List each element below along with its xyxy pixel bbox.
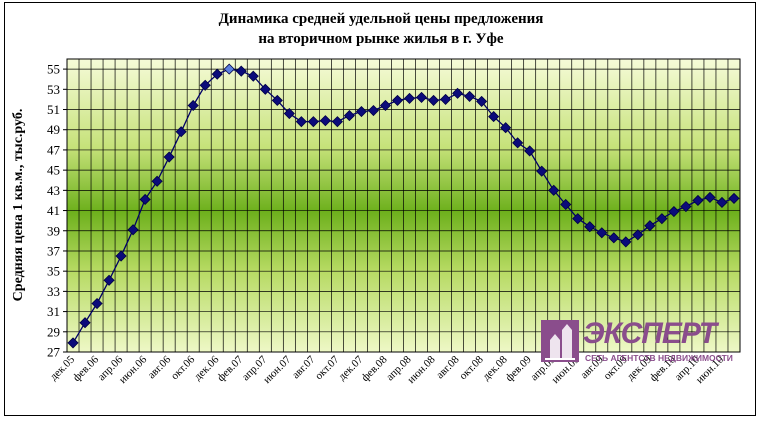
data-point xyxy=(283,107,295,120)
x-tick-label: июн.07 xyxy=(261,353,294,386)
data-point xyxy=(584,221,596,233)
x-tick-label: фев.07 xyxy=(215,353,246,384)
building-icon xyxy=(545,324,575,360)
data-point xyxy=(115,250,127,262)
data-point xyxy=(680,200,692,213)
y-tick-label: 41 xyxy=(47,203,60,218)
data-point xyxy=(175,126,187,138)
y-tick-label: 49 xyxy=(47,122,60,137)
data-point xyxy=(452,87,464,99)
y-tick-label: 35 xyxy=(47,264,60,279)
y-tick-label: 31 xyxy=(47,304,60,319)
y-tick-label: 29 xyxy=(47,324,60,339)
data-point xyxy=(524,145,536,157)
data-point xyxy=(355,105,368,118)
data-point xyxy=(548,184,560,196)
data-point xyxy=(211,68,223,80)
data-point xyxy=(91,297,103,310)
data-point xyxy=(500,122,512,134)
y-tick-label: 55 xyxy=(47,62,60,77)
data-point xyxy=(620,236,632,248)
y-axis-label: Средняя цена 1 кв.м., тыс.руб. xyxy=(11,109,26,302)
x-tick-label: окт.06 xyxy=(169,353,198,382)
data-point xyxy=(464,90,476,102)
data-point xyxy=(608,232,620,244)
data-point xyxy=(439,93,452,105)
data-point xyxy=(163,151,175,163)
data-point xyxy=(391,94,404,106)
data-point xyxy=(572,213,584,225)
data-point xyxy=(692,194,704,207)
data-point xyxy=(716,196,728,209)
x-tick-label: июн.08 xyxy=(405,353,438,386)
chart-title: Динамика средней удельной цены предложен… xyxy=(0,9,762,49)
data-point xyxy=(536,165,548,177)
data-point xyxy=(728,192,740,204)
data-point xyxy=(476,95,488,108)
y-tick-label: 33 xyxy=(47,284,60,299)
data-point xyxy=(271,94,283,106)
data-point xyxy=(632,229,644,241)
x-tick-label: авг.06 xyxy=(146,353,174,381)
plot-border xyxy=(66,58,741,353)
x-tick-label: июн.06 xyxy=(117,353,150,386)
y-axis-ticks: 27 29 31 33 35 37 39 41 43 45 47 49 51 53 55 xyxy=(47,62,67,360)
logo-emblem xyxy=(541,320,579,362)
x-tick-label: фев.08 xyxy=(359,353,390,384)
chart-title-line-2: на вторичном рынке жилья в г. Уфе xyxy=(258,31,504,47)
x-tick-label: фев.09 xyxy=(503,353,534,384)
data-point xyxy=(644,220,656,232)
y-tick-label: 51 xyxy=(47,102,60,117)
x-tick-label: окт.07 xyxy=(313,353,342,382)
data-point xyxy=(319,115,331,127)
y-tick-label: 43 xyxy=(47,183,60,198)
data-point xyxy=(343,110,355,122)
y-tick-label: 27 xyxy=(47,345,61,360)
data-point xyxy=(187,99,199,112)
data-point xyxy=(668,205,680,218)
y-tick-label: 37 xyxy=(47,243,61,258)
data-point xyxy=(379,99,392,112)
data-point-highlight xyxy=(223,63,235,75)
data-point xyxy=(331,116,343,128)
data-point xyxy=(199,79,211,91)
data-point xyxy=(295,116,307,128)
data-point xyxy=(656,213,668,225)
y-tick-label: 47 xyxy=(47,142,61,157)
data-point xyxy=(127,224,139,236)
data-point xyxy=(307,116,319,128)
y-tick-label: 45 xyxy=(47,163,60,178)
expert-logo: ЭКСПЕРТ СЕТЬ АГЕНТСТВ НЕДВИЖИМОСТИ xyxy=(541,317,743,368)
y-tick-label: 39 xyxy=(47,223,60,238)
data-point xyxy=(235,65,247,77)
data-point xyxy=(151,175,163,187)
data-point xyxy=(427,94,440,106)
x-tick-label: авг.07 xyxy=(290,353,318,381)
data-point xyxy=(139,193,151,206)
data-point xyxy=(488,111,500,123)
data-point xyxy=(79,317,91,329)
grid-lines xyxy=(66,58,741,353)
data-point xyxy=(259,83,271,95)
data-point xyxy=(403,92,416,104)
data-point xyxy=(367,104,380,117)
data-markers xyxy=(67,63,740,349)
data-point xyxy=(596,227,608,239)
data-point xyxy=(67,337,79,349)
x-tick-label: фев.06 xyxy=(71,353,102,384)
data-point xyxy=(415,91,428,103)
x-tick-label: авг.08 xyxy=(434,353,462,381)
data-point xyxy=(103,274,115,286)
data-point xyxy=(247,70,259,82)
logo-tagline: СЕТЬ АГЕНТСТВ НЕДВИЖИМОСТИ xyxy=(585,353,733,363)
logo-wordmark: ЭКСПЕРТ xyxy=(583,317,717,350)
x-tick-label: окт.08 xyxy=(457,353,486,382)
data-point xyxy=(512,137,524,149)
chart-title-line-1: Динамика средней удельной цены предложен… xyxy=(218,11,544,27)
y-tick-label: 53 xyxy=(47,82,60,97)
data-point xyxy=(704,191,716,203)
data-point xyxy=(560,198,572,211)
